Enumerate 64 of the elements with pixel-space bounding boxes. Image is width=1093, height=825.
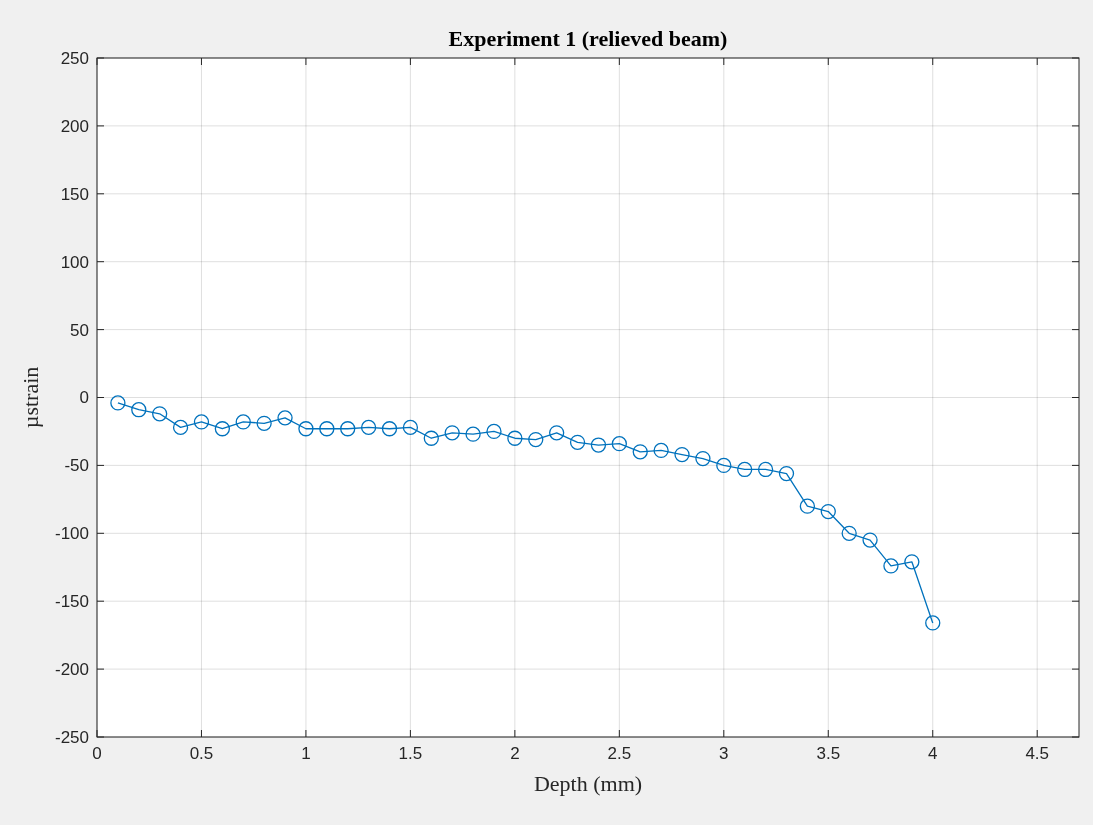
point [235,414,251,430]
x-tick-label: 0.5 [189,744,214,763]
x-axis-title: Depth (mm) [533,771,643,796]
point [465,426,481,442]
y-tick-label: -250 [54,727,89,747]
point [737,461,753,478]
point [277,410,293,426]
point [131,402,147,418]
x-tick-label: 1 [301,744,311,763]
x-tick-label: 0 [92,744,102,763]
point [716,457,732,474]
y-tick-label: 100 [60,252,89,272]
point [172,419,189,436]
point [799,498,816,514]
point [632,444,648,460]
x-tick-label: 4 [928,744,938,763]
y-tick-label: -150 [54,592,89,612]
x-tick-label: 3 [719,744,729,763]
point [214,421,231,437]
x-tick-label: 3.5 [816,744,841,763]
point [695,450,711,467]
x-tick-label: 2 [510,744,520,763]
y-tick-label: 200 [60,116,89,136]
point [569,434,586,450]
point [820,503,836,520]
point [883,558,899,574]
y-tick-label: -200 [54,660,89,680]
y-tick-label: -100 [54,524,89,544]
y-tick-label: -50 [64,456,89,476]
point [381,421,398,437]
point [319,421,335,437]
point [590,437,607,453]
point [549,425,565,441]
point [486,423,502,440]
point [110,395,126,411]
y-axis-title: µstrain [18,366,43,429]
y-tick-label: 150 [60,184,89,204]
chart-title: Experiment 1 (relieved beam) [448,26,728,51]
point [423,430,439,446]
x-tick-label: 1.5 [398,744,423,763]
y-tick-label: 50 [70,320,89,340]
point [904,554,920,570]
point [152,406,168,422]
point [360,419,377,436]
point [528,431,544,448]
point [778,465,795,482]
x-tick-label: 2.5 [607,744,632,763]
point [674,446,690,463]
x-tick-label: 4.5 [1025,744,1050,763]
y-tick-label: 0 [79,388,89,408]
point [298,421,314,437]
point [444,425,460,441]
point [402,419,419,436]
y-tick-label: 250 [60,48,89,68]
point [256,415,272,431]
point [757,461,774,478]
point [925,615,941,631]
point [340,421,356,437]
point [611,436,627,452]
point [653,442,669,459]
point [862,532,878,548]
point [507,430,523,446]
point [193,414,210,430]
point [841,525,857,541]
